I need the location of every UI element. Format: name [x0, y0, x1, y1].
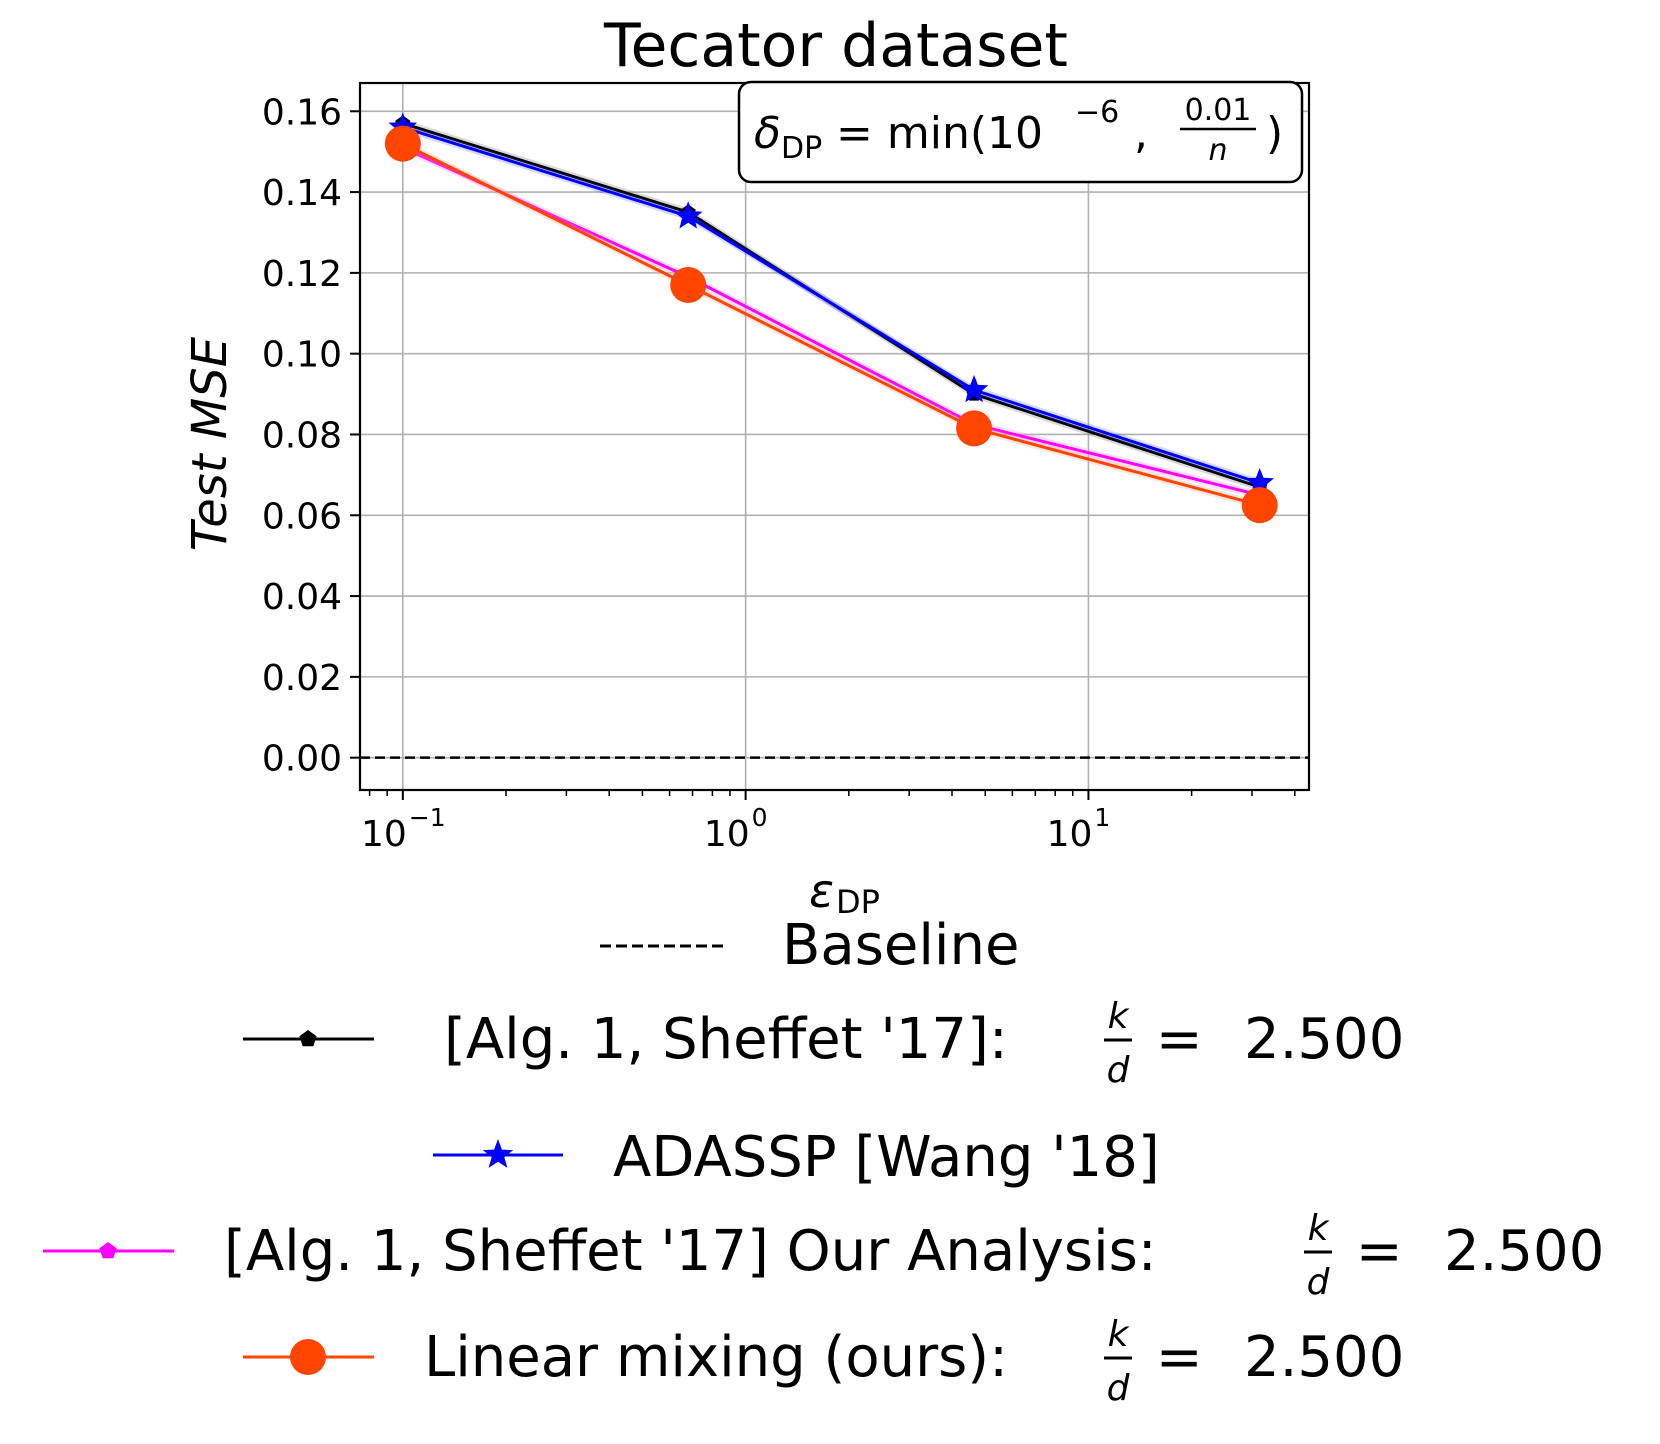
- annotation-eq: = min(10: [836, 108, 1043, 159]
- annotation-delta-sub: DP: [781, 131, 822, 166]
- annotation-comma: ,: [1134, 108, 1148, 159]
- x-axis-label-sub: DP: [836, 883, 880, 921]
- error-band-sheffet: [402, 119, 1260, 492]
- legend-label-our-analysis: [Alg. 1, Sheffet '17] Our Analysis:: [224, 1219, 1174, 1284]
- point-linear-mixing-1: [670, 267, 707, 303]
- legend-kd-eq-our-analysis: =: [1338, 1219, 1438, 1284]
- point-adassp-2: [959, 375, 989, 403]
- x-axis-label: ε: [809, 864, 834, 918]
- annotation-delta: δ: [754, 108, 781, 159]
- error-band-linear-mixing: [402, 139, 1260, 510]
- x-tick-label-base-2: 10: [1047, 814, 1093, 855]
- legend-kd-den-our-analysis: d: [1307, 1262, 1331, 1303]
- legend-kd-value-our-analysis: 2.500: [1444, 1219, 1604, 1284]
- x-tick-label-exp-0: −1: [409, 803, 446, 832]
- series-line-linear-mixing: [402, 142, 1261, 507]
- legend-marker-adassp: [482, 1139, 514, 1168]
- x-tick-label-base-0: 10: [361, 814, 407, 855]
- legend: Baseline [Alg. 1, Sheffet '17]: k d = 2.…: [43, 913, 1604, 1409]
- annotation-box: δ DP = min(10 −6 , 0.01 n ): [737, 80, 1304, 184]
- y-axis-label: Test MSE: [182, 336, 238, 551]
- annotation-frac-num: 0.01: [1185, 93, 1252, 128]
- legend-marker-linear-mixing: [290, 1339, 326, 1375]
- y-tick-label-1: 0.02: [262, 658, 342, 699]
- y-tick-label-5: 0.10: [262, 335, 342, 376]
- annotation-exp: −6: [1075, 95, 1119, 130]
- legend-kd-den-linear-mixing: d: [1107, 1368, 1131, 1409]
- x-tick-label-exp-2: 1: [1094, 803, 1110, 832]
- legend-marker-sheffet: [299, 1030, 317, 1047]
- y-tick-label-7: 0.14: [262, 173, 342, 214]
- legend-kd-value-sheffet: 2.500: [1244, 1007, 1404, 1072]
- y-tick-label-8: 0.16: [262, 92, 342, 133]
- y-tick-label-2: 0.04: [262, 577, 342, 618]
- annotation-frac-den: n: [1208, 133, 1227, 168]
- series-line-our-analysis: [402, 146, 1261, 497]
- point-linear-mixing-2: [956, 410, 993, 447]
- legend-kd-num-linear-mixing: k: [1108, 1314, 1131, 1355]
- point-adassp-3: [1245, 468, 1274, 496]
- annotation-frame: [737, 80, 1304, 184]
- legend-label-sheffet: [Alg. 1, Sheffet '17]:: [444, 1007, 1026, 1072]
- point-linear-mixing-0: [384, 125, 421, 162]
- error-band-adassp: [402, 123, 1260, 488]
- legend-kd-den-sheffet: d: [1107, 1050, 1131, 1091]
- x-tick-label-exp-1: 0: [752, 803, 768, 832]
- y-tick-label-6: 0.12: [262, 254, 342, 295]
- legend-label-adassp: ADASSP [Wang '18]: [613, 1125, 1160, 1190]
- legend-kd-eq-sheffet: =: [1138, 1007, 1238, 1072]
- legend-marker-our-analysis: [99, 1242, 117, 1259]
- y-tick-label-3: 0.06: [262, 496, 342, 537]
- legend-kd-num-our-analysis: k: [1308, 1208, 1331, 1249]
- legend-kd-eq-linear-mixing: =: [1138, 1325, 1238, 1390]
- point-adassp-1: [673, 201, 703, 229]
- x-tick-label-base-1: 10: [704, 814, 750, 855]
- legend-kd-value-linear-mixing: 2.500: [1244, 1325, 1404, 1390]
- chart-title: Tecator dataset: [603, 11, 1068, 81]
- annotation-close: ): [1266, 108, 1283, 159]
- legend-baseline-label: Baseline: [782, 913, 1019, 978]
- legend-label-linear-mixing: Linear mixing (ours):: [424, 1325, 1026, 1390]
- legend-kd-num-sheffet: k: [1108, 996, 1131, 1037]
- y-tick-label-4: 0.08: [262, 415, 342, 456]
- point-linear-mixing-3: [1241, 487, 1278, 524]
- y-tick-label-0: 0.00: [262, 739, 342, 780]
- series-line-adassp: [402, 125, 1261, 485]
